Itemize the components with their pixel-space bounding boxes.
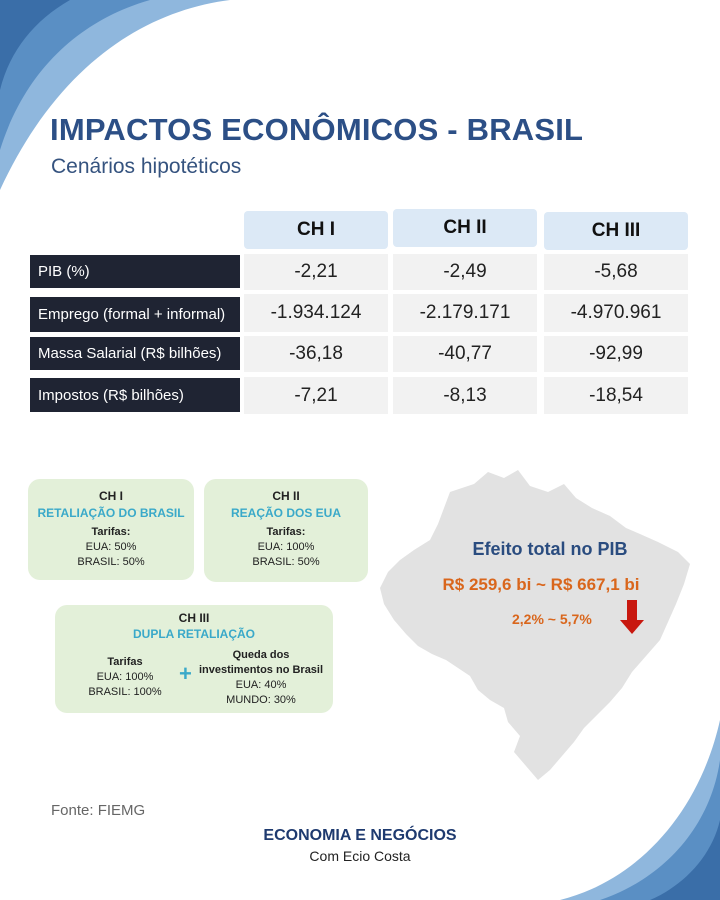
row-label-massa-salarial: Massa Salarial (R$ bilhões) [30, 337, 240, 370]
tariff-line: EUA: 100% [96, 671, 154, 683]
source-note: Fonte: FIEMG [51, 802, 146, 819]
page-title: IMPACTOS ECONÔMICOS - BRASIL [50, 112, 584, 147]
row-label-emprego: Emprego (formal + informal) [30, 297, 240, 332]
investment-line: MUNDO: 30% [226, 694, 296, 706]
tariff-line: EUA: 50% [85, 541, 137, 553]
brand-subtitle: Com Ecio Costa [309, 848, 411, 864]
tariff-line: BRASIL: 50% [77, 556, 145, 568]
scenario-title: DUPLA RETALIAÇÃO [133, 627, 255, 641]
row-label-impostos: Impostos (R$ bilhões) [30, 378, 240, 412]
scenario-title: REAÇÃO DOS EUA [230, 506, 341, 520]
brand-name: ECONOMIA E NEGÓCIOS [263, 827, 457, 844]
cell-massa-ch2: -40,77 [393, 336, 537, 372]
column-header-ch1: CH I [244, 211, 388, 249]
scenario-title: RETALIAÇÃO DO BRASIL [37, 506, 185, 520]
efeito-heading: Efeito total no PIB [472, 539, 628, 559]
tariffs-block: Tarifas EUA: 100% BRASIL: 100% [75, 655, 175, 700]
cell-impostos-ch3: -18,54 [544, 377, 688, 414]
cell-pib-ch3: -5,68 [544, 254, 688, 290]
investment-block: Queda dos investimentos no Brasil EUA: 4… [191, 648, 331, 708]
cell-massa-ch1: -36,18 [244, 336, 388, 372]
plus-icon: + [179, 661, 192, 686]
cell-pib-ch2: -2,49 [393, 254, 537, 290]
scenario-name: CH I [99, 489, 123, 503]
tariffs-label: Tarifas: [91, 526, 131, 538]
cell-pib-ch1: -2,21 [244, 254, 388, 290]
column-header-ch2: CH II [393, 209, 537, 247]
column-header-ch3: CH III [544, 212, 688, 250]
tariffs-label: Tarifas [107, 656, 143, 668]
brazil-map-icon [380, 470, 690, 780]
scenario-card-ch2: CH II REAÇÃO DOS EUA Tarifas: EUA: 100% … [204, 479, 368, 582]
scenario-card-ch3: CH III DUPLA RETALIAÇÃO Tarifas EUA: 100… [55, 605, 333, 713]
cell-massa-ch3: -92,99 [544, 336, 688, 372]
corner-decoration-bottom-right [560, 720, 720, 900]
down-arrow-icon [620, 600, 644, 634]
cell-emprego-ch1: -1.934.124 [244, 294, 388, 332]
scenario-name: CH III [178, 611, 210, 625]
cell-emprego-ch3: -4.970.961 [544, 294, 688, 332]
tariff-line: BRASIL: 100% [88, 686, 162, 698]
scenario-name: CH II [272, 489, 300, 503]
cell-emprego-ch2: -2.179.171 [393, 294, 537, 332]
tariffs-label: Tarifas: [266, 526, 306, 538]
corner-decoration-top-left [0, 0, 230, 190]
investment-label: investimentos no Brasil [198, 664, 324, 676]
row-label-pib: PIB (%) [30, 255, 240, 288]
page-subtitle: Cenários hipotéticos [51, 155, 242, 178]
cell-impostos-ch1: -7,21 [244, 377, 388, 414]
investment-line: EUA: 40% [235, 679, 287, 691]
tariff-line: EUA: 100% [257, 541, 315, 553]
pib-effect-percent: 2,2% ~ 5,7% [512, 611, 592, 627]
tariff-line: BRASIL: 50% [252, 556, 320, 568]
scenario-card-ch1: CH I RETALIAÇÃO DO BRASIL Tarifas: EUA: … [28, 479, 194, 580]
cell-impostos-ch2: -8,13 [393, 377, 537, 414]
pib-effect-range: R$ 259,6 bi ~ R$ 667,1 bi [442, 575, 640, 594]
investment-label: Queda dos [232, 649, 290, 661]
